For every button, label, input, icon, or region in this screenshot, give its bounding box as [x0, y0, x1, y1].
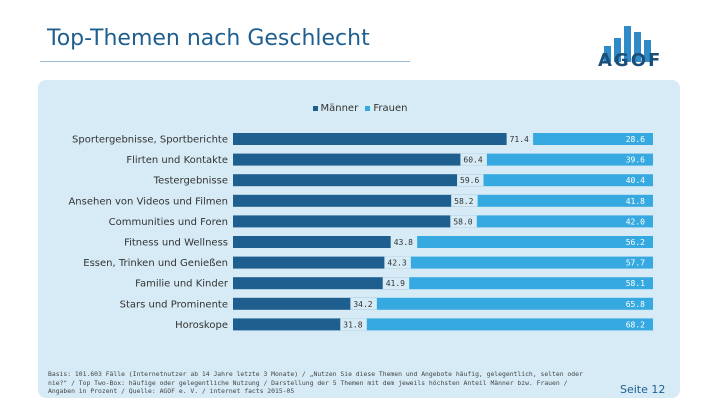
bar-frauen [476, 215, 653, 228]
bar-maenner [233, 236, 417, 248]
legend-label-frauen: Frauen [373, 103, 408, 114]
category-label: Flirten und Kontakte [126, 155, 228, 166]
value-label-frauen: 42.0 [626, 217, 645, 226]
value-label-box [350, 297, 377, 310]
value-label-frauen: 39.6 [626, 156, 645, 165]
legend-swatch-maenner [312, 105, 318, 111]
bar-frauen [376, 297, 653, 310]
bar-frauen [408, 277, 653, 290]
legend-swatch-frauen [365, 105, 371, 111]
bar-frauen [416, 236, 653, 248]
category-label: Fitness und Wellness [124, 238, 228, 249]
category-label: Horoskope [175, 320, 228, 331]
bar-maenner [233, 194, 478, 207]
bar-frauen [532, 133, 653, 145]
value-label-maenner: 59.6 [460, 176, 479, 185]
legend-item-frauen: Frauen [365, 103, 407, 114]
value-label-maenner: 58.0 [453, 217, 472, 226]
footnote: Basis: 101.603 Fälle (Internetnutzer ab … [48, 370, 583, 396]
agof-logo-text: AGOF [598, 50, 663, 71]
bar-frauen [477, 194, 653, 207]
value-label-box [457, 174, 484, 187]
value-label-frauen: 40.4 [626, 176, 645, 185]
title-divider [40, 61, 410, 62]
page-title: Top-Themen nach Geschlecht [47, 26, 370, 51]
bar-frauen [486, 153, 653, 166]
footnote-line: Basis: 101.603 Fälle (Internetnutzer ab … [48, 370, 583, 378]
legend-item-maenner: Männer [312, 103, 359, 114]
value-label-maenner: 41.9 [386, 279, 405, 288]
bar-maenner [233, 256, 411, 269]
footnote-line: nie?" / Top Two-Box: häufige oder gelege… [48, 378, 568, 387]
bar-frauen [483, 174, 653, 187]
category-label: Testergebnisse [153, 176, 228, 187]
bar-maenner [233, 277, 409, 290]
value-label-maenner: 71.4 [510, 135, 529, 144]
value-label-box [451, 194, 478, 207]
value-label-frauen: 28.6 [626, 135, 645, 144]
agof-logo-bars-icon [604, 26, 651, 62]
value-label-maenner: 34.2 [353, 300, 372, 309]
bar-maenner [233, 174, 484, 187]
bar-maenner [233, 133, 533, 145]
bar-maenner [233, 297, 377, 310]
value-label-frauen: 65.8 [626, 300, 645, 309]
bar-maenner [233, 215, 477, 228]
category-label: Essen, Trinken und Genießen [83, 258, 228, 269]
value-label-maenner: 31.8 [343, 320, 362, 329]
value-label-maenner: 42.3 [387, 259, 406, 268]
value-label-box [450, 215, 477, 228]
value-label-box [340, 318, 367, 331]
value-label-frauen: 68.2 [626, 320, 645, 329]
category-label: Communities und Foren [109, 217, 228, 228]
value-label-maenner: 58.2 [454, 197, 473, 206]
page-number: Seite 12 [620, 383, 666, 396]
value-label-box [506, 133, 534, 145]
value-label-box [382, 277, 410, 290]
value-label-box [390, 236, 418, 248]
value-label-frauen: 41.8 [626, 197, 645, 206]
value-label-frauen: 57.7 [626, 259, 645, 268]
bar-maenner [233, 153, 487, 166]
bar-maenner [233, 318, 367, 331]
value-label-box [384, 256, 411, 269]
category-label: Sportergebnisse, Sportberichte [72, 135, 228, 146]
bar-frauen [410, 256, 653, 269]
category-label: Ansehen von Videos und Filmen [68, 196, 228, 207]
value-label-box [460, 153, 487, 166]
value-label-frauen: 58.1 [626, 279, 645, 288]
bar-frauen [366, 318, 653, 331]
value-label-maenner: 60.4 [463, 156, 482, 165]
category-label: Stars und Prominente [120, 299, 228, 310]
footnote-line: Angaben in Prozent / Quelle: AGOF e. V. … [48, 387, 295, 395]
value-label-maenner: 43.8 [394, 238, 413, 247]
chart-legend: Männer Frauen [0, 103, 720, 114]
value-label-frauen: 56.2 [626, 238, 645, 247]
category-label: Familie und Kinder [135, 279, 229, 290]
legend-label-maenner: Männer [320, 103, 359, 114]
